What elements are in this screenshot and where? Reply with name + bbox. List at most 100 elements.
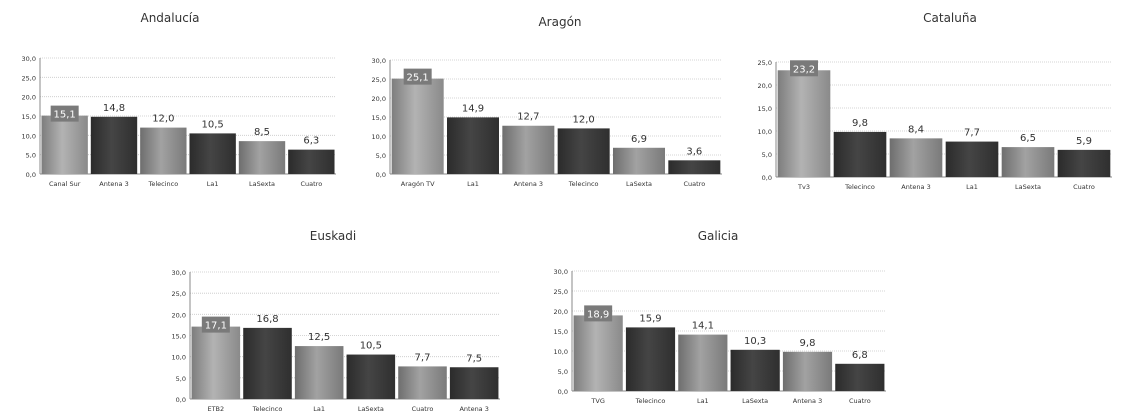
value-label: 9,8 xyxy=(800,338,816,349)
bar xyxy=(668,160,721,174)
chart-title: Euskadi xyxy=(310,229,356,243)
value-label: 10,3 xyxy=(744,336,766,347)
value-label: 12,7 xyxy=(517,112,539,123)
bar xyxy=(446,117,500,174)
bar xyxy=(90,116,138,174)
value-label: 7,7 xyxy=(415,352,431,363)
category-label: LaSexta xyxy=(742,397,768,405)
y-tick-label: 10,0 xyxy=(554,348,568,356)
bar xyxy=(612,147,666,174)
y-tick-label: 25,0 xyxy=(22,74,36,82)
value-label: 12,5 xyxy=(308,332,330,343)
y-tick-label: 20,0 xyxy=(22,94,36,102)
chart-title: Aragón xyxy=(538,15,581,29)
category-label: Telecinco xyxy=(568,180,599,188)
category-label: Telecinco xyxy=(252,405,283,412)
bar xyxy=(573,315,623,391)
category-label: LaSexta xyxy=(626,180,652,188)
y-tick-label: 25,0 xyxy=(554,288,568,296)
chart-title: Andalucía xyxy=(140,11,199,25)
value-label: 16,8 xyxy=(256,314,278,325)
category-label: Cuatro xyxy=(412,405,434,412)
y-tick-label: 30,0 xyxy=(172,269,186,277)
category-label: LaSexta xyxy=(249,180,275,188)
bar xyxy=(391,78,444,174)
category-label: ETB2 xyxy=(207,405,224,412)
value-label: 12,0 xyxy=(573,114,595,125)
category-label: Telecinco xyxy=(844,183,875,191)
value-label-box xyxy=(790,60,818,77)
bar xyxy=(41,115,88,174)
bar xyxy=(889,138,943,177)
bar xyxy=(398,366,447,399)
category-label: La1 xyxy=(467,180,479,188)
category-label: La1 xyxy=(697,397,709,405)
chart-3: Euskadi 0,0 5,0 10,0 15,0 20,0 25,0 30,0 17,1 ETB… xyxy=(172,229,500,412)
y-tick-label: 10,0 xyxy=(758,128,772,136)
y-tick-label: 20,0 xyxy=(554,308,568,316)
y-tick-label: 15,0 xyxy=(172,333,186,341)
category-label: Cuatro xyxy=(300,180,322,188)
value-label: 25,1 xyxy=(407,73,429,84)
chart-4: Galicia 0,0 5,0 10,0 15,0 20,0 25,0 30,0 18,9 TVG… xyxy=(554,229,886,405)
value-label: 9,8 xyxy=(852,118,868,129)
value-label: 8,4 xyxy=(908,124,924,135)
y-tick-label: 20,0 xyxy=(172,311,186,319)
value-label: 6,8 xyxy=(852,350,868,361)
value-label: 15,9 xyxy=(639,313,661,324)
category-label: LaSexta xyxy=(358,405,384,412)
value-label: 12,0 xyxy=(152,114,174,125)
y-tick-label: 5,0 xyxy=(176,375,186,383)
value-label-box xyxy=(201,316,230,333)
value-label: 8,5 xyxy=(254,127,270,138)
bar xyxy=(238,141,286,174)
category-label: Telecinco xyxy=(147,180,178,188)
y-tick-label: 5,0 xyxy=(558,368,568,376)
y-tick-label: 25,0 xyxy=(372,76,386,84)
category-label: Tv3 xyxy=(797,183,810,191)
y-tick-label: 5,0 xyxy=(762,151,772,159)
value-label: 6,5 xyxy=(1020,133,1036,144)
bar xyxy=(782,351,833,391)
bar xyxy=(294,346,344,399)
bar xyxy=(243,327,292,399)
chart-2: Cataluña 0,0 5,0 10,0 15,0 20,0 25,0 23,2 Tv3 9,8… xyxy=(758,11,1112,191)
value-label: 14,1 xyxy=(692,321,714,332)
y-tick-label: 15,0 xyxy=(372,114,386,122)
category-label: Canal Sur xyxy=(49,180,81,188)
y-tick-label: 30,0 xyxy=(22,55,36,63)
y-tick-label: 30,0 xyxy=(554,268,568,276)
value-label: 7,5 xyxy=(466,353,482,364)
value-label: 23,2 xyxy=(793,64,815,75)
bar xyxy=(678,334,728,391)
value-label: 14,9 xyxy=(462,103,484,114)
bar xyxy=(1001,147,1055,177)
bar xyxy=(288,149,335,174)
category-label: TVG xyxy=(590,397,604,405)
y-tick-label: 20,0 xyxy=(758,82,772,90)
y-tick-label: 15,0 xyxy=(22,113,36,121)
bar xyxy=(346,354,396,399)
bar xyxy=(191,326,241,399)
value-label: 7,7 xyxy=(964,128,980,139)
chart-1: Aragón 0,0 5,0 10,0 15,0 20,0 25,0 30,0 25,1 Arag… xyxy=(372,15,722,188)
chart-0: Andalucía 0,0 5,0 10,0 15,0 20,0 25,0 30,0 15,1 C… xyxy=(22,11,336,188)
category-label: Antena 3 xyxy=(99,180,128,188)
bar xyxy=(777,70,831,177)
value-label: 15,1 xyxy=(54,110,76,121)
bar xyxy=(1057,149,1111,177)
y-tick-label: 0,0 xyxy=(26,171,36,179)
y-tick-label: 10,0 xyxy=(172,354,186,362)
bar xyxy=(557,128,610,174)
value-label-box xyxy=(403,68,432,85)
category-label: Cuatro xyxy=(1073,183,1095,191)
category-label: La1 xyxy=(313,405,325,412)
value-label-box xyxy=(584,305,613,322)
value-label-box xyxy=(50,105,79,122)
y-tick-label: 0,0 xyxy=(176,396,186,404)
category-label: Antena 3 xyxy=(459,405,488,412)
bar xyxy=(730,349,780,391)
category-label: Cuatro xyxy=(683,180,705,188)
y-tick-label: 20,0 xyxy=(372,95,386,103)
